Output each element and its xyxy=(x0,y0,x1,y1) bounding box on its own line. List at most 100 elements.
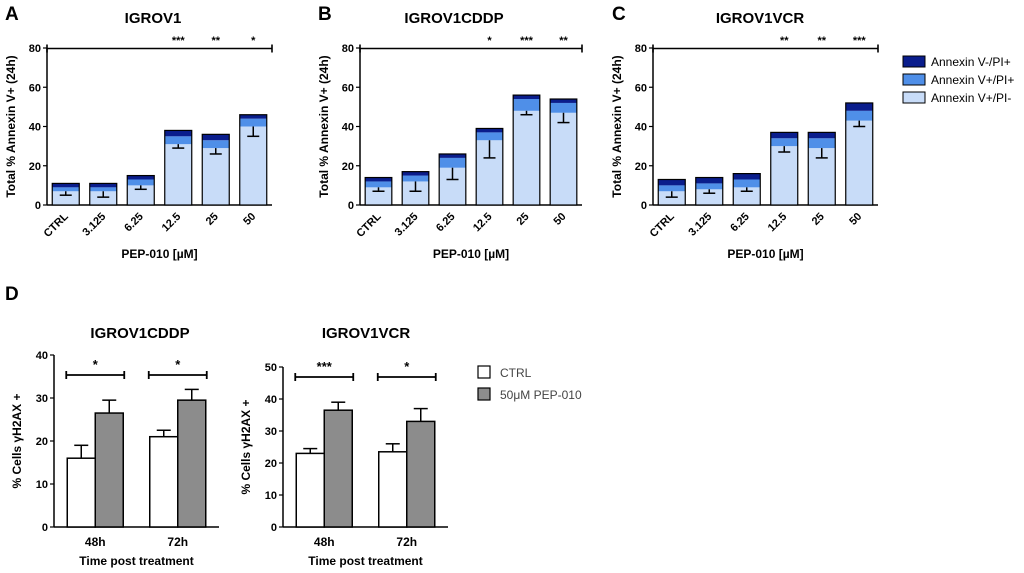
x-tick-label: 3.125 xyxy=(393,211,421,239)
bar-outline xyxy=(657,178,686,206)
bar-segment xyxy=(89,191,117,205)
y-tick-label: 30 xyxy=(265,426,277,438)
chart-title: IGROV1CDDP xyxy=(404,10,503,27)
panel-letter: B xyxy=(318,4,332,25)
y-tick-label: 40 xyxy=(29,122,41,134)
x-tick-label: 25 xyxy=(810,211,827,228)
x-tick-label: 3.125 xyxy=(80,211,108,239)
significance-marker: *** xyxy=(520,35,534,47)
y-tick-label: 0 xyxy=(271,522,277,534)
bar-segment xyxy=(52,183,80,188)
bar-outline xyxy=(126,174,155,206)
x-tick-label: 50 xyxy=(847,211,864,228)
bar-segment xyxy=(127,185,155,205)
bar-segment xyxy=(127,175,155,180)
bar-outline xyxy=(807,131,836,206)
x-tick-label: 25 xyxy=(514,211,531,228)
bar xyxy=(94,412,124,528)
bar-segment xyxy=(808,132,836,139)
bar-segment xyxy=(365,187,392,205)
legend-swatch xyxy=(477,365,491,379)
bar-outline xyxy=(364,176,393,206)
bar-segment xyxy=(733,179,761,188)
bar-segment xyxy=(770,132,798,139)
y-tick-label: 0 xyxy=(42,522,48,534)
bar-segment xyxy=(845,110,873,121)
x-tick-label: 3.125 xyxy=(686,211,714,239)
bar-segment xyxy=(164,144,192,205)
bar-segment xyxy=(365,181,392,188)
y-tick-label: 10 xyxy=(265,490,277,502)
bar-segment xyxy=(733,173,761,180)
bar-segment xyxy=(365,177,392,182)
bar-segment xyxy=(513,110,540,205)
significance-marker: *** xyxy=(172,35,186,47)
chart-title: IGROV1 xyxy=(125,10,182,27)
x-tick-label: 48h xyxy=(314,535,335,549)
bar-segment xyxy=(127,179,155,186)
bar-segment xyxy=(695,177,723,184)
bar-segment xyxy=(164,136,192,145)
x-tick-label: 48h xyxy=(85,535,106,549)
bar-outline xyxy=(201,133,230,206)
x-tick-label: 72h xyxy=(167,535,188,549)
x-axis-label: PEP-010 [µM] xyxy=(727,247,803,261)
bar-outline xyxy=(549,98,578,206)
y-tick-label: 50 xyxy=(265,362,277,374)
bar-segment xyxy=(402,175,429,182)
y-tick-label: 0 xyxy=(641,200,647,212)
y-tick-label: 0 xyxy=(35,200,41,212)
bar xyxy=(378,451,408,528)
bar-segment xyxy=(658,179,686,186)
legend-swatch xyxy=(477,387,491,401)
legend-swatch xyxy=(902,55,926,68)
chart-title: IGROV1VCR xyxy=(716,10,805,27)
bar xyxy=(149,435,179,528)
bar xyxy=(406,420,436,528)
x-tick-label: 12.5 xyxy=(160,211,184,235)
significance-marker: ** xyxy=(817,35,826,47)
x-tick-label: 25 xyxy=(204,211,221,228)
significance-marker: ** xyxy=(559,35,568,47)
y-tick-label: 60 xyxy=(342,82,354,94)
significance-marker: *** xyxy=(853,35,867,47)
significance-marker: * xyxy=(93,357,99,372)
bar-outline xyxy=(732,173,761,206)
bar-segment xyxy=(770,138,798,147)
bar xyxy=(177,399,207,528)
bar-segment xyxy=(513,99,540,111)
y-axis-label: % Cells γH2AX + xyxy=(10,393,24,488)
legend-label: 50μM PEP-010 xyxy=(500,388,582,402)
y-tick-label: 80 xyxy=(635,43,647,55)
bar-segment xyxy=(239,114,267,119)
bar xyxy=(323,409,353,528)
x-tick-label: 12.5 xyxy=(471,211,495,235)
x-tick-label: 50 xyxy=(241,211,258,228)
y-tick-label: 10 xyxy=(36,479,48,491)
y-tick-label: 40 xyxy=(265,394,277,406)
x-axis-label: PEP-010 [µM] xyxy=(433,247,509,261)
significance-marker: ** xyxy=(211,35,220,47)
y-tick-label: 30 xyxy=(36,393,48,405)
bar-segment xyxy=(695,183,723,190)
bar-segment xyxy=(402,171,429,176)
y-axis-label: Total % Annexin V+ (24h) xyxy=(610,55,624,197)
bar-segment xyxy=(550,112,577,205)
y-axis-label: % Cells γH2AX + xyxy=(239,399,253,494)
bar-segment xyxy=(202,134,230,141)
legend-label: CTRL xyxy=(500,366,532,380)
y-tick-label: 0 xyxy=(348,200,354,212)
x-tick-label: CTRL xyxy=(42,210,71,239)
x-tick-label: 50 xyxy=(551,211,568,228)
significance-marker: *** xyxy=(317,359,333,374)
bar-outline xyxy=(770,131,799,206)
bar-segment xyxy=(89,187,117,192)
bar-segment xyxy=(239,118,267,127)
bar-segment xyxy=(550,102,577,113)
x-axis-label: PEP-010 [µM] xyxy=(121,247,197,261)
bar-segment xyxy=(845,102,873,111)
bar-segment xyxy=(733,187,761,205)
y-tick-label: 40 xyxy=(36,350,48,362)
legend-swatch xyxy=(902,73,926,86)
x-tick-label: 12.5 xyxy=(766,211,790,235)
